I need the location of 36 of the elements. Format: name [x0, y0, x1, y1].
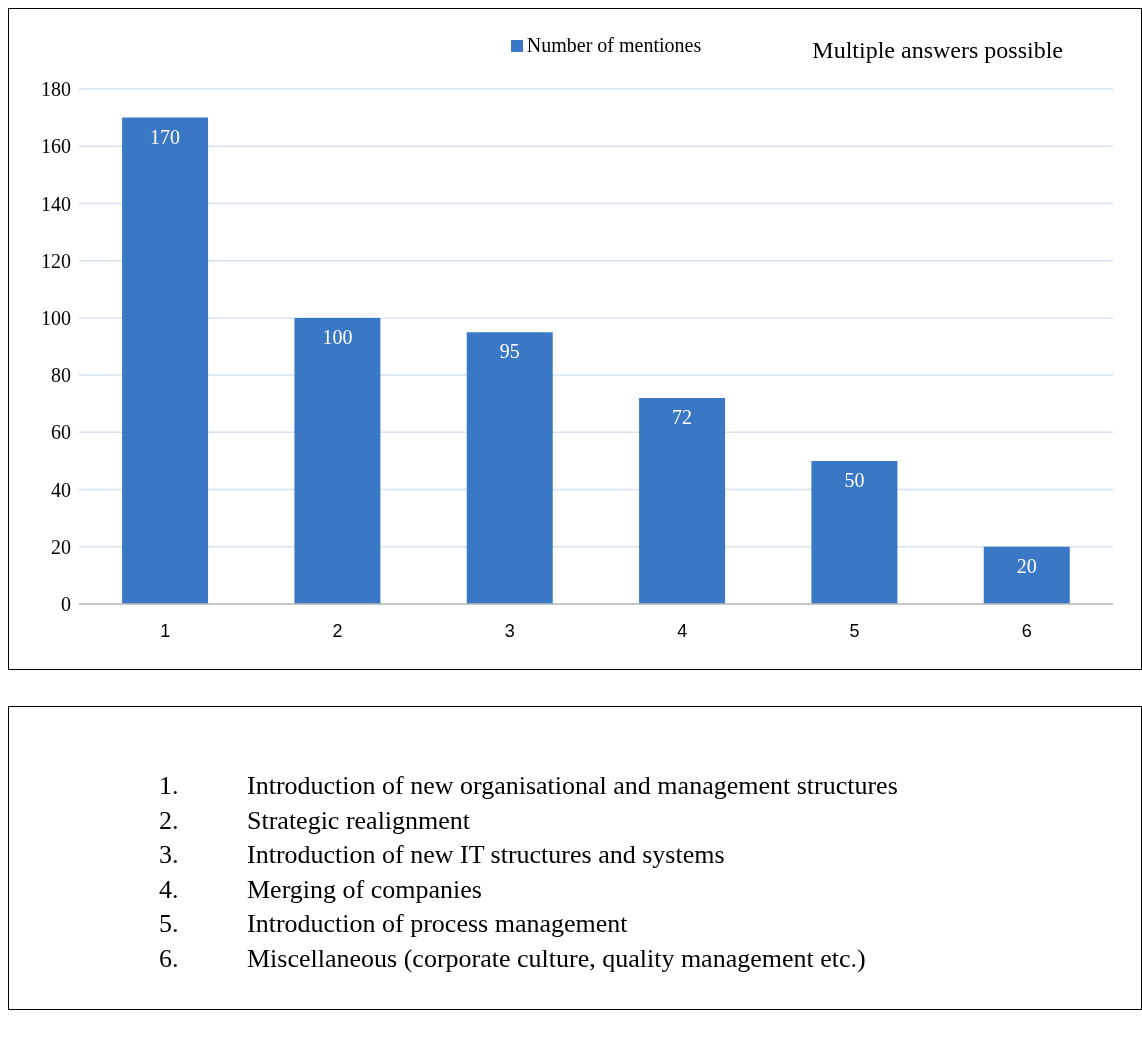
bar [294, 317, 381, 604]
text: 3. Introduction of new IT structures and systems [159, 840, 725, 869]
y-tick-label: 100 [41, 306, 71, 329]
text: 1. Introduction of new organisational and management structures [159, 771, 898, 800]
y-tick-label: 120 [41, 249, 71, 272]
x-tick-label: 2 [332, 620, 343, 641]
y-tick-label: 180 [41, 78, 71, 101]
x-tick-label: 5 [849, 620, 860, 641]
y-tick-label: 0 [61, 593, 71, 616]
data-label: 20 [1016, 554, 1037, 577]
text: 2. Strategic realignment [159, 805, 471, 835]
y-tick-label: 60 [51, 421, 71, 444]
bar [466, 332, 553, 604]
data-label: 170 [150, 125, 181, 148]
text: 6. Miscellaneous (corporate culture, quality management etc.) [159, 943, 866, 973]
text: 4. Merging of companies [159, 874, 482, 904]
text: 5. Introduction of process management [159, 909, 628, 938]
x-tick-label: 1 [160, 620, 171, 641]
y-tick-label: 140 [41, 192, 71, 215]
bar [639, 398, 726, 604]
data-label: 95 [499, 340, 520, 363]
bar [811, 460, 898, 604]
bar [122, 117, 209, 604]
data-label: 100 [322, 326, 353, 349]
y-tick-label: 40 [51, 478, 71, 501]
x-tick-label: 6 [1021, 620, 1032, 641]
y-tick-label: 160 [41, 135, 71, 158]
x-tick-label: 3 [504, 620, 515, 641]
data-label: 72 [672, 406, 693, 429]
y-tick-label: 20 [51, 535, 71, 558]
legend-label: Number of mentiones [525, 34, 702, 57]
x-tick-label: 4 [677, 620, 688, 641]
text: Multiple answers possible [812, 37, 1063, 64]
data-label: 50 [844, 469, 865, 492]
y-tick-label: 80 [51, 364, 71, 387]
bar [983, 546, 1070, 604]
